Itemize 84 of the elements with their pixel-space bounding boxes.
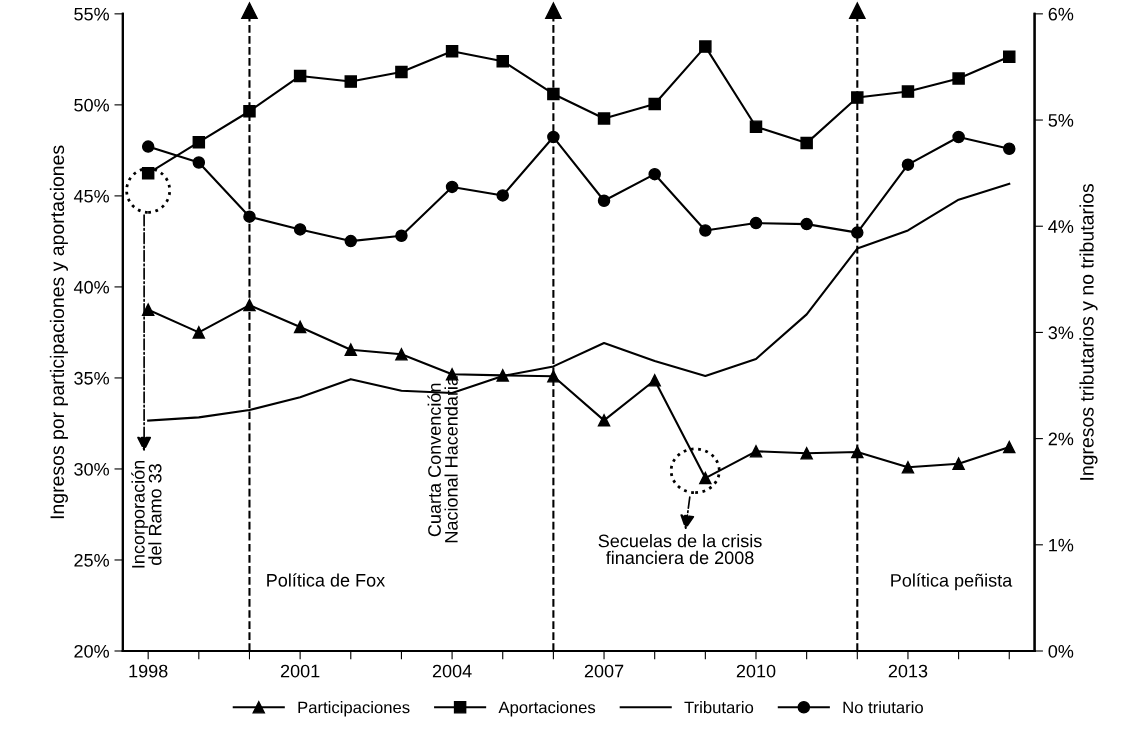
y-tick-label: 50% [74,98,110,112]
y2-tick-label: 2% [1048,432,1074,446]
y2-tick-label: 0% [1048,644,1074,658]
point [293,69,307,83]
point [547,87,560,101]
y-axis-title: Ingresos por participaciones y aportaciones [49,145,68,519]
point [395,65,408,79]
point [496,54,509,68]
point [445,44,459,58]
point [800,447,813,460]
point [901,85,915,98]
point [445,180,459,194]
point [648,374,661,387]
point [547,130,560,144]
y-tick-label: 55% [74,7,110,21]
point [243,104,256,118]
point [141,140,155,153]
annotation: Secuelas de la crisis financiera de 2008 [598,534,762,565]
point [141,167,155,180]
x-tick-label: 2004 [432,664,472,678]
point [293,320,307,334]
y2-tick-label: 5% [1048,114,1074,127]
annotation: Incorporación del Ramo 33 [131,460,162,568]
x-tick-label: 2001 [280,664,320,678]
annotation: Política peñista [891,573,1013,591]
point [952,457,965,470]
y2-tick-label: 3% [1048,326,1074,340]
x-tick-label: 2007 [584,664,624,678]
point [293,223,307,236]
y-tick-label: 40% [73,280,110,294]
point [952,130,965,144]
point [547,370,560,383]
point [648,167,661,181]
x-tick-label: 1998 [129,664,168,678]
point [749,216,763,230]
point [749,445,763,458]
point [1003,50,1016,63]
point [1003,440,1016,454]
y-tick-label: 35% [74,371,110,385]
point [243,210,256,223]
y-tick-label: 30% [74,462,110,476]
legend-label: Participaciones [298,701,410,717]
point [648,97,661,111]
legend-label: Tributario [684,701,754,714]
point [141,303,155,316]
point [699,224,712,237]
y2-axis-title: Ingresos tributarios y no tributarios [1079,183,1098,480]
point [699,471,712,485]
x-tick-label: 2013 [888,664,928,678]
point [597,194,611,207]
point [597,112,611,125]
point [952,72,965,85]
point [749,120,763,133]
point [851,226,864,239]
point [344,343,358,356]
annotation: Cuarta Convención Nacional Hacendaria [427,376,458,543]
point [395,348,408,361]
point [901,158,915,171]
y-tick-label: 25% [74,553,110,567]
legend-label: No triutario [843,701,923,714]
point [496,189,509,202]
point [344,75,358,88]
point [800,136,813,150]
point [192,135,206,149]
point [192,156,206,169]
point [901,461,915,474]
y-tick-label: 20% [74,644,110,658]
point [597,414,611,427]
point [344,234,358,248]
point [1003,142,1016,155]
point [800,217,813,231]
y2-tick-label: 6% [1048,7,1074,21]
annotation: Política de Fox [267,573,385,587]
point [851,445,864,459]
point [395,229,408,243]
point [192,326,206,339]
y-tick-label: 45% [73,189,110,203]
y2-tick-label: 1% [1049,538,1074,552]
legend-label: Aportaciones [498,701,596,717]
point [851,91,864,104]
x-tick-label: 2010 [736,664,776,678]
point [243,298,256,312]
y2-tick-label: 4% [1048,220,1074,233]
point [699,40,712,53]
